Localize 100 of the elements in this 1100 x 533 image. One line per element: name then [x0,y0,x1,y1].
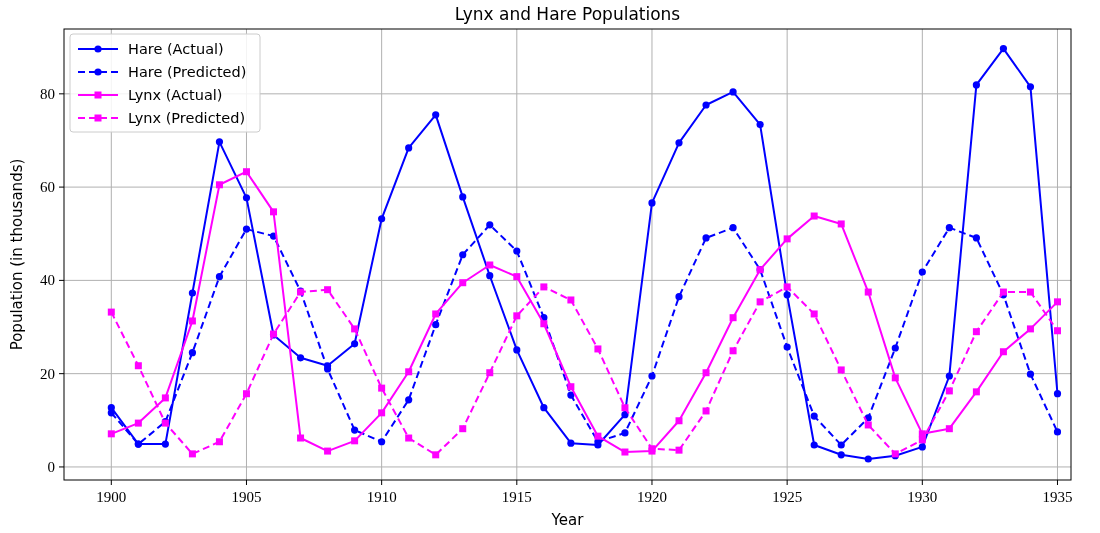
point [540,320,548,328]
point [540,404,548,412]
point [188,450,196,458]
point [432,310,440,318]
point [918,443,926,451]
point [351,437,359,445]
point [459,251,467,259]
point [405,396,413,404]
x-tick-label: 1915 [501,489,532,505]
point [161,394,169,402]
point [459,279,467,287]
point [351,426,359,434]
point [567,383,575,391]
point [972,234,980,242]
legend-label: Lynx (Predicted) [128,110,246,126]
point [324,286,332,294]
point [648,372,656,380]
point [296,354,305,362]
point [215,273,224,281]
point [513,247,521,255]
point [729,224,737,232]
point [351,340,359,348]
point [107,430,115,438]
point [810,310,818,318]
point [972,388,980,396]
point [242,194,251,202]
y-tick-label: 20 [40,365,55,382]
point [513,273,521,281]
legend-label: Lynx (Actual) [128,87,223,103]
point [810,412,818,420]
point [242,168,250,176]
x-tick-label: 1920 [636,489,667,505]
point [432,321,440,329]
x-tick-label: 1910 [366,489,397,505]
point [297,434,305,442]
point [242,225,251,233]
point [864,455,872,463]
x-tick-label: 1905 [231,489,262,505]
point [756,298,764,306]
point [161,440,169,448]
point [864,421,872,429]
point [513,312,521,320]
point [1053,428,1062,436]
point [621,448,629,456]
point [188,317,196,325]
point [918,436,926,444]
point [972,81,980,89]
point [675,139,683,147]
point [594,432,602,440]
point [810,441,818,449]
point [270,208,278,216]
chart-title: Lynx and Hare Populations [454,4,681,24]
point [378,409,386,417]
point [945,372,953,380]
x-tick-label: 1935 [1042,489,1073,505]
point [675,417,683,425]
point [378,384,386,392]
point [486,221,494,229]
point [675,293,683,301]
point [702,234,710,242]
point [1053,327,1061,335]
point [351,325,359,333]
point [945,425,953,433]
point [378,215,386,223]
point [810,212,818,220]
point [486,272,494,280]
point [864,288,872,296]
point [134,419,142,427]
point [837,220,845,228]
point [107,308,115,316]
point [1053,298,1061,306]
legend-label: Hare (Actual) [128,41,224,57]
point [594,345,602,353]
point [621,411,629,419]
point [486,369,494,377]
y-axis-title: Population (in thousands) [8,158,26,351]
point [783,343,791,351]
point [837,451,845,459]
point [999,44,1008,53]
point [242,390,250,398]
point [567,296,575,304]
point [702,407,710,415]
point [729,347,737,355]
point [567,439,575,447]
point [215,438,223,446]
point [432,111,440,119]
point [107,409,115,417]
point [324,447,332,455]
point [188,349,197,357]
point [648,199,656,207]
point [513,346,521,354]
point [432,451,440,459]
point [837,441,845,449]
point [378,438,386,446]
point [405,368,413,376]
y-tick-label: 60 [40,179,55,196]
point [540,283,548,291]
point [891,374,899,382]
point [486,261,494,269]
point [215,181,223,189]
